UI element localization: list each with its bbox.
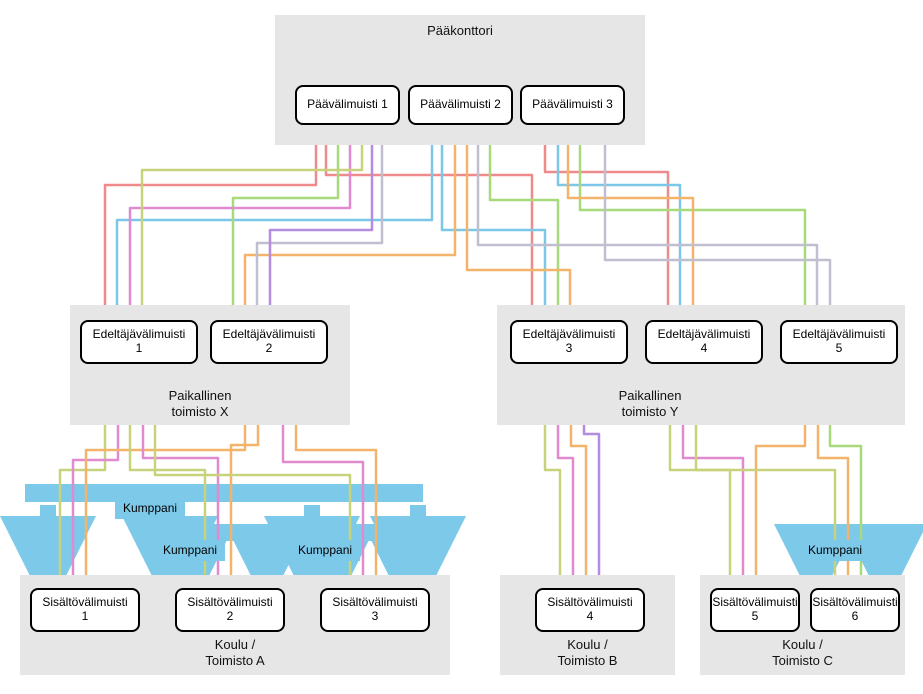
node-s4: Sisältövälimuisti4 (535, 588, 645, 632)
edge-e3-p2-green (490, 125, 558, 320)
node-s1: Sisältövälimuisti1 (30, 588, 140, 632)
node-s6: Sisältövälimuisti6 (810, 588, 900, 632)
group-label-locX: Paikallinentoimisto X (140, 388, 260, 419)
edge-e1-p1-red (105, 125, 316, 320)
partner-label-pt_s6: Kumppani (800, 540, 870, 561)
edge-e2-p2-orange (245, 125, 455, 320)
node-s2: Sisältövälimuisti2 (175, 588, 285, 632)
edge-e2-p1-green (233, 125, 338, 320)
node-p2: Päävälimuisti 2 (408, 85, 513, 125)
partner-label-pt_top: Kumppani (115, 498, 185, 519)
node-e5: Edeltäjävälimuisti5 (780, 320, 898, 364)
partner-label-pt_s3: Kumppani (290, 540, 360, 561)
edge-e4-p3-blue (558, 125, 680, 320)
edge-e5-p3-green (580, 125, 805, 320)
node-e4: Edeltäjävälimuisti4 (645, 320, 763, 364)
node-e1: Edeltäjävälimuisti1 (80, 320, 198, 364)
edge-e1-p1-pink (130, 125, 350, 320)
node-p3: Päävälimuisti 3 (520, 85, 625, 125)
node-s5: Sisältövälimuisti5 (710, 588, 800, 632)
edge-e2-p1-purple (270, 125, 372, 320)
edge-e3-p1-red (326, 125, 532, 320)
edge-e3-p2-blue (442, 125, 545, 320)
group-label-hq: Pääkonttori (275, 23, 645, 39)
partner-label-pt_s2: Kumppani (155, 540, 225, 561)
group-label-schC: Koulu /Toimisto C (700, 637, 905, 668)
edge-e3-p2-orange (467, 125, 570, 320)
edge-e5-p2-grey (478, 125, 817, 320)
node-p1: Päävälimuisti 1 (295, 85, 400, 125)
edge-e4-p3-red (545, 125, 668, 320)
diagram-stage: { "canvas": { "w": 923, "h": 694, "bg": … (0, 0, 923, 694)
node-e3: Edeltäjävälimuisti3 (510, 320, 628, 364)
node-s3: Sisältövälimuisti3 (320, 588, 430, 632)
group-label-schA: Koulu /Toimisto A (20, 637, 450, 668)
node-e2: Edeltäjävälimuisti2 (210, 320, 328, 364)
group-label-locY: Paikallinentoimisto Y (590, 388, 710, 419)
edge-e2-p1-grey (257, 125, 382, 320)
edge-e1-p2-blue (117, 125, 432, 320)
group-label-schB: Koulu /Toimisto B (500, 637, 675, 668)
edge-e4-p3-orange (568, 125, 693, 320)
edge-e5-p3-grey (605, 125, 830, 320)
edge-e1-p1-olive (142, 125, 362, 320)
